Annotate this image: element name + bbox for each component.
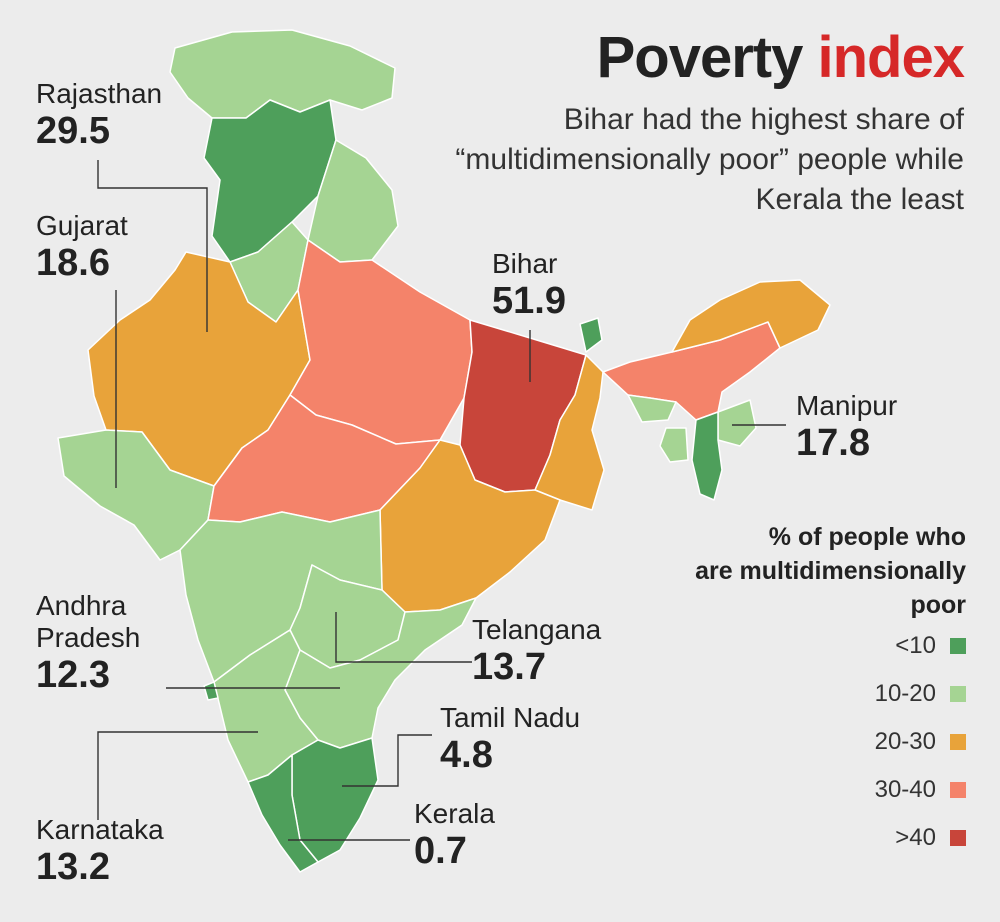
leader-telangana — [335, 612, 472, 663]
region-kerala — [247, 754, 319, 873]
subtitle: Bihar had the highest share of “multidim… — [455, 103, 964, 216]
region-himachal-punjab — [203, 99, 337, 263]
legend-swatch — [950, 782, 966, 798]
region-goa — [203, 681, 219, 701]
callout-bihar: Bihar 51.9 — [492, 248, 566, 322]
leader-rajasthan — [97, 160, 208, 332]
callout-value: 12.3 — [36, 654, 110, 696]
region-arunachal-pradesh — [671, 279, 831, 353]
legend-item: 30-40 — [666, 766, 966, 814]
legend-swatch — [950, 638, 966, 654]
callout-name: Kerala — [414, 798, 495, 829]
region-gujarat — [57, 429, 215, 561]
region-mizoram — [691, 411, 723, 501]
leader-karnataka — [97, 731, 258, 820]
callout-kerala: Kerala 0.7 — [414, 798, 495, 872]
region-tripura — [659, 427, 689, 463]
callout-rajasthan: Rajasthan 29.5 — [36, 78, 162, 152]
legend-swatch — [950, 830, 966, 846]
region-meghalaya — [627, 394, 677, 423]
legend-item: >40 — [666, 814, 966, 862]
region-uttar-pradesh — [289, 239, 473, 445]
region-west-bengal — [534, 354, 605, 511]
callout-andhra-pradesh: Andhra Pradesh 12.3 — [36, 590, 140, 696]
callout-karnataka: Karnataka 13.2 — [36, 814, 164, 888]
region-manipur — [717, 399, 757, 447]
leader-tamilnadu — [342, 734, 432, 787]
legend: % of people who are multidimensionally p… — [666, 520, 966, 862]
legend-item: <10 — [666, 622, 966, 670]
legend-title: % of people who are multidimensionally p… — [695, 523, 966, 619]
callout-name: Bihar — [492, 248, 558, 279]
callout-tamil-nadu: Tamil Nadu 4.8 — [440, 702, 580, 776]
region-karnataka — [213, 629, 319, 783]
callout-value: 0.7 — [414, 830, 467, 872]
callout-name: Telangana — [472, 614, 602, 645]
callout-name: Andhra — [36, 590, 127, 621]
callout-value: 4.8 — [440, 734, 493, 776]
callout-value: 51.9 — [492, 280, 566, 322]
callout-value: 13.7 — [472, 646, 546, 688]
callout-name: Pradesh — [36, 622, 141, 653]
callout-name: Karnataka — [36, 814, 164, 845]
page-title: Poverty index — [596, 25, 965, 90]
legend-swatch — [950, 686, 966, 702]
region-tamil-nadu — [291, 737, 379, 863]
title-accent: index — [817, 25, 965, 90]
callout-manipur: Manipur 17.8 — [796, 390, 897, 464]
legend-item: 10-20 — [666, 670, 966, 718]
callout-telangana: Telangana 13.7 — [472, 614, 601, 688]
callout-name: Rajasthan — [36, 78, 163, 109]
callout-value: 13.2 — [36, 846, 110, 888]
callout-value: 29.5 — [36, 110, 110, 152]
callout-name: Gujarat — [36, 210, 128, 241]
region-sikkim — [579, 317, 603, 353]
callout-value: 18.6 — [36, 242, 110, 284]
legend-item: 20-30 — [666, 718, 966, 766]
callout-gujarat: Gujarat 18.6 — [36, 210, 128, 284]
legend-swatch — [950, 734, 966, 750]
callout-name: Tamil Nadu — [440, 702, 581, 733]
callout-value: 17.8 — [796, 422, 870, 464]
callout-name: Manipur — [796, 390, 898, 421]
